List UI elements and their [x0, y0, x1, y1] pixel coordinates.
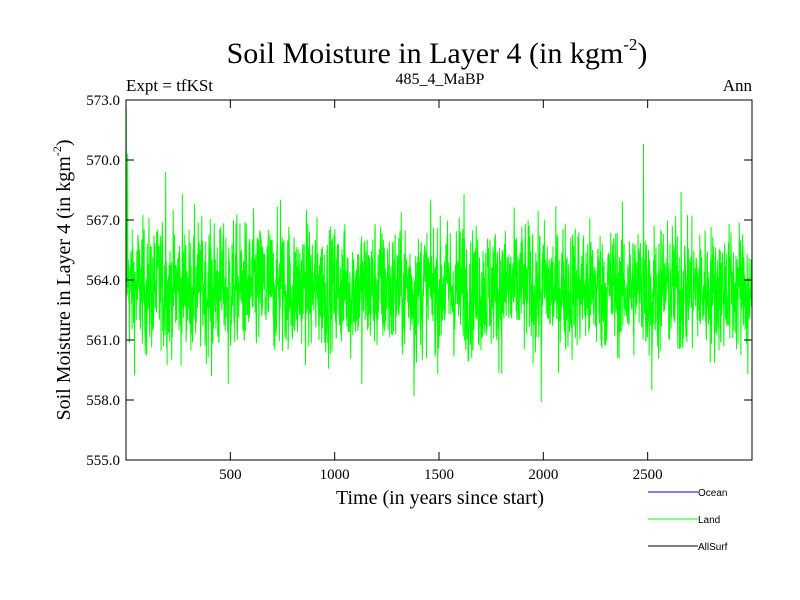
chart-title: Soil Moisture in Layer 4 (in kgm-2)	[227, 35, 648, 70]
y-tick-label: 567.0	[86, 213, 120, 229]
y-tick-label: 564.0	[86, 273, 120, 289]
y-tick-label: 561.0	[86, 333, 120, 349]
x-tick-label: 1500	[424, 467, 454, 483]
plot-frame	[125, 99, 753, 461]
y-tick-label: 570.0	[86, 153, 120, 169]
x-tick-label: 2500	[633, 467, 663, 483]
y-axis-label: Soil Moisture in Layer 4 (in kgm-2)	[50, 139, 75, 420]
x-tick-label: 1000	[320, 467, 350, 483]
legend-label-ocean: Ocean	[698, 488, 727, 499]
legend-label-land: Land	[698, 515, 720, 526]
subtitle-center: 485_4_MaBP	[396, 71, 485, 88]
x-tick-label: 500	[219, 467, 242, 483]
y-tick-label: 555.0	[86, 453, 120, 469]
y-tick-label: 573.0	[86, 93, 120, 109]
legend: Ocean Land AllSurf	[648, 488, 728, 553]
subtitle-right: Ann	[723, 76, 753, 95]
series-layer	[125, 107, 753, 403]
x-axis-label: Time (in years since start)	[336, 487, 544, 509]
subtitle-left: Expt = tfKSt	[126, 76, 213, 95]
series-line-land	[125, 107, 753, 403]
x-tick-label: 2000	[528, 467, 558, 483]
legend-label-allsurf: AllSurf	[698, 542, 728, 553]
y-tick-label: 558.0	[86, 393, 120, 409]
